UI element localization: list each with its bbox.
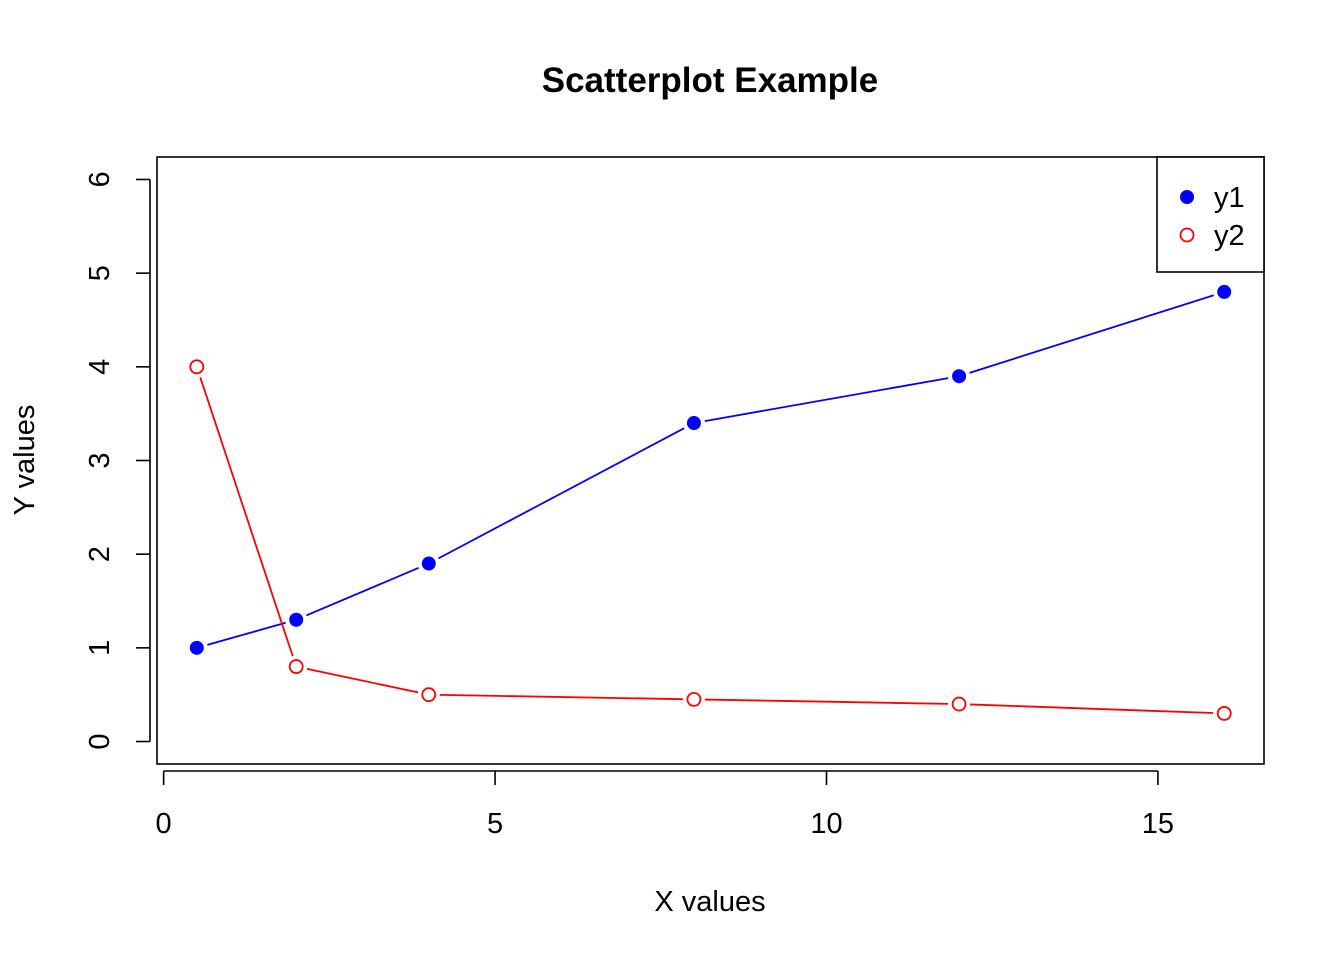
series-segment-y2 bbox=[704, 698, 949, 705]
y-tick-label: 0 bbox=[84, 733, 116, 749]
y-tick-label: 4 bbox=[84, 359, 116, 375]
legend-box bbox=[1156, 156, 1265, 273]
point-y1 bbox=[686, 416, 701, 431]
point-y1 bbox=[421, 556, 436, 571]
series-layer bbox=[189, 284, 1232, 721]
series-segment-y2 bbox=[439, 693, 683, 701]
series-segment-y2 bbox=[199, 376, 294, 657]
point-y1 bbox=[289, 612, 304, 627]
point-y1 bbox=[189, 640, 204, 655]
y-tick-label: 1 bbox=[84, 640, 116, 656]
series-segment-y2 bbox=[306, 667, 419, 694]
x-tick-label: 10 bbox=[810, 808, 842, 840]
y-tick-label: 2 bbox=[84, 546, 116, 562]
point-y2 bbox=[189, 359, 205, 375]
legend-marker-y2 bbox=[1179, 227, 1195, 243]
y-tick-label: 5 bbox=[84, 265, 116, 281]
series-y1 bbox=[189, 284, 1232, 655]
series-segment-y1 bbox=[438, 427, 685, 560]
y-axis-label: Y values bbox=[9, 405, 41, 516]
legend-label-y2: y2 bbox=[1214, 220, 1245, 252]
series-segment-y1 bbox=[969, 294, 1215, 374]
x-axis: 0 5 10 15 bbox=[156, 770, 1174, 840]
y-axis: 0 1 2 3 4 5 6 bbox=[84, 171, 151, 750]
point-y1 bbox=[1217, 284, 1232, 299]
y-tick-label: 3 bbox=[84, 452, 116, 468]
point-y2 bbox=[288, 659, 304, 674]
point-y2 bbox=[1216, 706, 1232, 721]
x-tick-label: 0 bbox=[156, 808, 172, 840]
series-y2 bbox=[189, 359, 1232, 721]
y-tick-label: 6 bbox=[84, 171, 116, 187]
series-segment-y1 bbox=[704, 377, 949, 423]
point-y2 bbox=[421, 687, 437, 703]
point-y2 bbox=[686, 691, 702, 707]
chart-title: Scatterplot Example bbox=[542, 61, 879, 100]
point-y1 bbox=[952, 369, 967, 384]
plot-area-frame bbox=[156, 156, 1265, 765]
legend-label-y1: y1 bbox=[1214, 182, 1245, 214]
x-tick-label: 5 bbox=[487, 808, 503, 840]
series-segment-y1 bbox=[207, 621, 286, 646]
series-segment-y2 bbox=[970, 703, 1214, 714]
legend-marker-y1 bbox=[1180, 190, 1194, 204]
x-tick-label: 15 bbox=[1142, 808, 1174, 840]
x-axis-label: X values bbox=[654, 886, 765, 918]
point-y2 bbox=[951, 696, 967, 712]
series-segment-y1 bbox=[305, 567, 420, 617]
